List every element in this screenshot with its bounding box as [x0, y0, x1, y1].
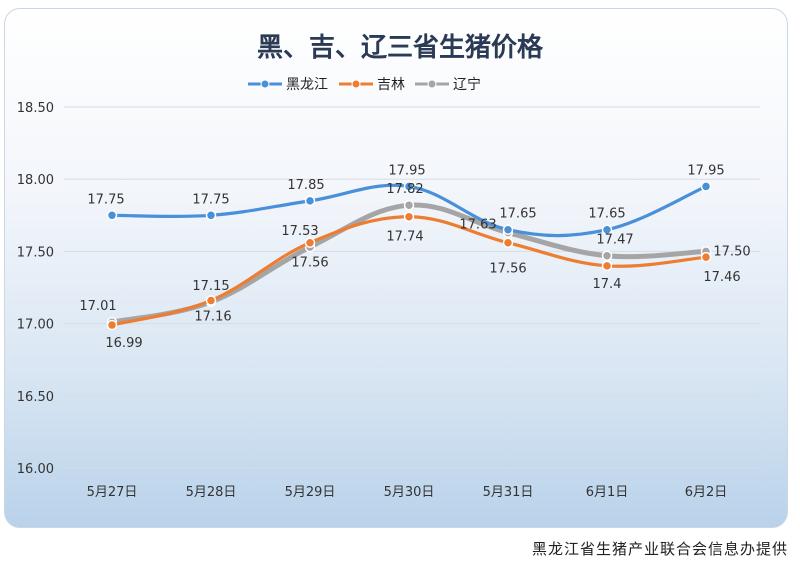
data-label: 17.53	[281, 224, 318, 239]
data-labels: 17.75 17.75 17.85 17.95 17.65 17.65 17.95 16.99…	[79, 163, 750, 351]
data-point	[403, 181, 415, 192]
data-label: 17.47	[596, 233, 633, 248]
data-point	[205, 295, 217, 306]
legend-swatch-marker	[427, 79, 437, 89]
data-label: 17.65	[588, 207, 625, 222]
data-label: 17.82	[386, 182, 423, 197]
credit-text: 黑龙江省生猪产业联合会信息办提供	[531, 540, 788, 558]
series-1	[106, 181, 712, 238]
series-2	[106, 211, 712, 331]
data-point	[205, 210, 217, 221]
data-point	[601, 260, 613, 272]
x-tick-label: 6月1日	[586, 485, 629, 500]
data-label: 17.15	[192, 279, 229, 294]
y-tick-label: 16.00	[17, 462, 54, 477]
data-label: 17.01	[79, 299, 116, 314]
data-label: 17.74	[386, 230, 423, 245]
data-label: 17.75	[192, 192, 229, 207]
data-label: 17.46	[703, 270, 740, 285]
chart-title: 黑、吉、辽三省生猪价格	[257, 32, 544, 63]
data-point	[601, 224, 613, 235]
data-point	[700, 251, 712, 263]
y-tick-label: 18.50	[17, 101, 54, 116]
y-axis: 16.00 16.50 17.00 17.50 18.00 18.50	[17, 101, 54, 477]
data-point	[304, 237, 316, 248]
data-point	[601, 250, 613, 261]
data-label: 17.95	[388, 163, 425, 178]
y-tick-label: 17.00	[17, 318, 54, 333]
data-point	[106, 210, 118, 221]
data-point	[106, 319, 118, 331]
x-tick-label: 6月2日	[685, 485, 728, 500]
legend-entry: 吉林	[339, 77, 405, 93]
data-label: 17.75	[87, 192, 124, 207]
data-point	[502, 237, 514, 248]
legend-entry: 辽宁	[415, 76, 481, 93]
legend-label: 辽宁	[453, 76, 481, 93]
data-point	[304, 195, 316, 207]
data-label: 17.63	[459, 218, 496, 233]
legend-swatch-marker	[260, 79, 270, 89]
series-layer	[106, 181, 712, 331]
x-tick-label: 5月29日	[285, 485, 336, 500]
data-point	[403, 199, 415, 211]
legend: 黑龙江 吉林 辽宁	[248, 76, 481, 93]
data-label: 17.65	[499, 207, 536, 222]
y-tick-label: 17.50	[17, 245, 54, 260]
data-point	[502, 224, 514, 235]
y-tick-label: 18.00	[17, 173, 54, 188]
data-label: 17.50	[713, 244, 750, 259]
data-label: 17.56	[489, 262, 526, 277]
data-label: 17.4	[593, 277, 622, 292]
gridlines	[64, 106, 760, 469]
data-label: 16.99	[105, 336, 142, 351]
x-tick-label: 5月28日	[186, 485, 237, 500]
legend-entry: 黑龙江	[248, 77, 328, 93]
legend-label: 吉林	[377, 77, 405, 93]
x-tick-label: 5月27日	[87, 485, 138, 500]
data-label: 17.16	[194, 309, 231, 324]
legend-swatch-marker	[351, 79, 361, 89]
y-tick-label: 16.50	[17, 390, 54, 405]
x-axis: 5月27日 5月28日 5月29日 5月30日 5月31日 6月1日 6月2日	[87, 485, 728, 500]
data-label: 17.85	[287, 178, 324, 193]
x-tick-label: 5月31日	[483, 485, 534, 500]
data-point	[403, 211, 415, 222]
chart-panel	[4, 8, 788, 528]
data-point	[700, 181, 712, 192]
data-label: 17.56	[291, 256, 328, 271]
data-label: 17.95	[687, 163, 724, 178]
x-tick-label: 5月30日	[384, 485, 435, 500]
legend-label: 黑龙江	[286, 77, 328, 93]
